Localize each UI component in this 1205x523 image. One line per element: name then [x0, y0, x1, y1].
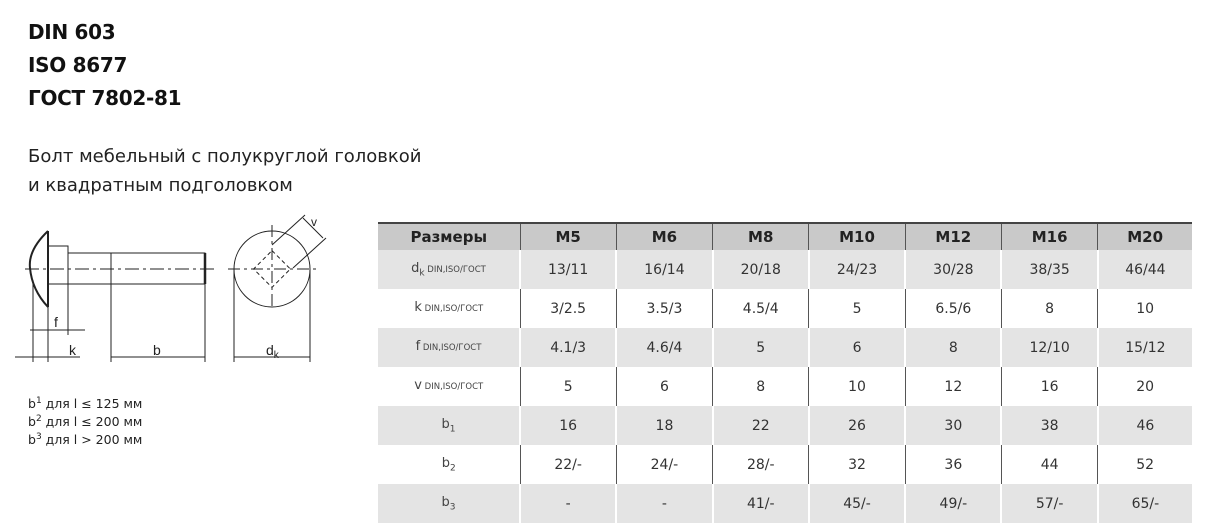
- row-label: b2: [441, 455, 456, 474]
- table-cell: 13/11: [518, 250, 617, 289]
- table-cell: 5: [711, 328, 809, 367]
- column-header: M6: [615, 222, 713, 250]
- table-cell: 3/2.5: [519, 289, 617, 328]
- column-header: M8: [712, 222, 809, 250]
- table-row: b1 16 18 22 26 30 38 46: [378, 406, 1192, 445]
- label-v: v: [311, 215, 317, 229]
- table-cell: 45/-: [807, 484, 906, 523]
- label-f: f: [54, 314, 58, 330]
- table-cell: 16: [1000, 367, 1098, 406]
- table-cell: 30/28: [904, 250, 1002, 289]
- label-dk: dk: [266, 342, 280, 361]
- table-cell: 38: [1000, 406, 1098, 445]
- column-header: M16: [1000, 222, 1098, 250]
- standard-gost: ГОСТ 7802-81: [28, 86, 182, 110]
- table-cell: 4.1/3: [518, 328, 617, 367]
- table-row: b3- -41/- 45/- 49/- 57/- 65/-: [378, 484, 1192, 523]
- table-cell: 20/18: [711, 250, 809, 289]
- table-cell: 10: [1097, 289, 1192, 328]
- standard-din: DIN 603: [28, 20, 116, 44]
- table-cell: 10: [808, 367, 906, 406]
- table-cell: 8: [712, 367, 809, 406]
- note-b3: b3 для l > 200 мм: [28, 432, 143, 448]
- table-cell: 57/-: [1000, 484, 1098, 523]
- table-row: dk DIN,ISO/ГОСТ 13/11 16/14 20/18 24/23 30/28…: [378, 250, 1192, 289]
- table-cell: 49/-: [904, 484, 1002, 523]
- table-cell: 38/35: [1000, 250, 1098, 289]
- row-label: dk DIN,ISO/ГОСТ: [378, 250, 520, 289]
- column-header: M20: [1097, 222, 1192, 250]
- table-header-row: Размеры M5 M6 M8 M10 M12 M16 M20: [378, 222, 1192, 250]
- row-label: b1: [378, 406, 520, 445]
- table-cell: 26: [807, 406, 906, 445]
- table-cell: 6: [615, 367, 713, 406]
- table-row: k DIN,ISO/ГОСТ 3/2.5 3.5/3 4.5/4 5 6.5/6 8 10: [378, 289, 1192, 328]
- table-cell: 6.5/6: [904, 289, 1002, 328]
- table-cell: 4.6/4: [615, 328, 713, 367]
- table-row: b2 22/- 24/- 28/- 32 36 44 52: [378, 445, 1192, 484]
- table-cell: -: [518, 484, 617, 523]
- table-cell: 41/-: [711, 484, 809, 523]
- table-cell: 28/-: [712, 445, 809, 484]
- table-cell: 12: [904, 367, 1002, 406]
- column-header: M12: [904, 222, 1002, 250]
- row-label: v DIN,ISO/ГОСТ: [414, 377, 484, 393]
- table-row: v DIN,ISO/ГОСТ 5 6 8 10 12 16 20: [378, 367, 1192, 406]
- column-header: M10: [808, 222, 906, 250]
- table-cell: 24/-: [615, 445, 713, 484]
- table-cell: 20: [1097, 367, 1192, 406]
- table-cell: 15/12: [1096, 328, 1192, 367]
- row-label: k DIN,ISO/ГОСТ: [414, 299, 484, 315]
- table-cell: 8: [904, 328, 1002, 367]
- column-header: M5: [519, 222, 617, 250]
- table-row: f DIN,ISO/ГОСТ 4.1/3 4.6/4 5 6 8 12/10 15/12: [378, 328, 1192, 367]
- description-line-2: и квадратным подголовком: [28, 175, 293, 196]
- note-b1: b1 для l ≤ 125 мм: [28, 396, 143, 412]
- table-cell: 46: [1096, 406, 1192, 445]
- table-cell: -: [615, 484, 713, 523]
- table-cell: 46/44: [1096, 250, 1192, 289]
- table-cell: 22/-: [519, 445, 617, 484]
- table-cell: 65/-: [1096, 484, 1192, 523]
- label-b: b: [153, 342, 161, 358]
- bolt-drawing: v f k b dk: [15, 214, 327, 362]
- standard-iso: ISO 8677: [28, 53, 128, 77]
- table-cell: 16: [518, 406, 617, 445]
- table-cell: 16/14: [615, 250, 713, 289]
- row-label: f DIN,ISO/ГОСТ: [378, 328, 520, 367]
- table-cell: 12/10: [1000, 328, 1098, 367]
- table-cell: 36: [904, 445, 1002, 484]
- table-cell: 22: [711, 406, 809, 445]
- column-header: Размеры: [378, 222, 520, 250]
- table-cell: 5: [519, 367, 617, 406]
- table-cell: 44: [1000, 445, 1098, 484]
- table-cell: 8: [1000, 289, 1098, 328]
- note-b2: b2 для l ≤ 200 мм: [28, 414, 143, 430]
- dimensions-table: Размеры M5 M6 M8 M10 M12 M16 M20 dk DIN,ISO/ГОС…: [378, 222, 1192, 523]
- table-cell: 4.5/4: [712, 289, 809, 328]
- table-cell: 32: [808, 445, 906, 484]
- row-label: b3: [378, 484, 520, 523]
- label-k: k: [69, 342, 77, 358]
- table-cell: 30: [904, 406, 1002, 445]
- table-cell: 52: [1097, 445, 1192, 484]
- table-cell: 6: [807, 328, 906, 367]
- table-cell: 18: [615, 406, 713, 445]
- description-line-1: Болт мебельный с полукруглой головкой: [28, 146, 422, 167]
- table-cell: 3.5/3: [615, 289, 713, 328]
- table-cell: 5: [808, 289, 906, 328]
- table-cell: 24/23: [807, 250, 906, 289]
